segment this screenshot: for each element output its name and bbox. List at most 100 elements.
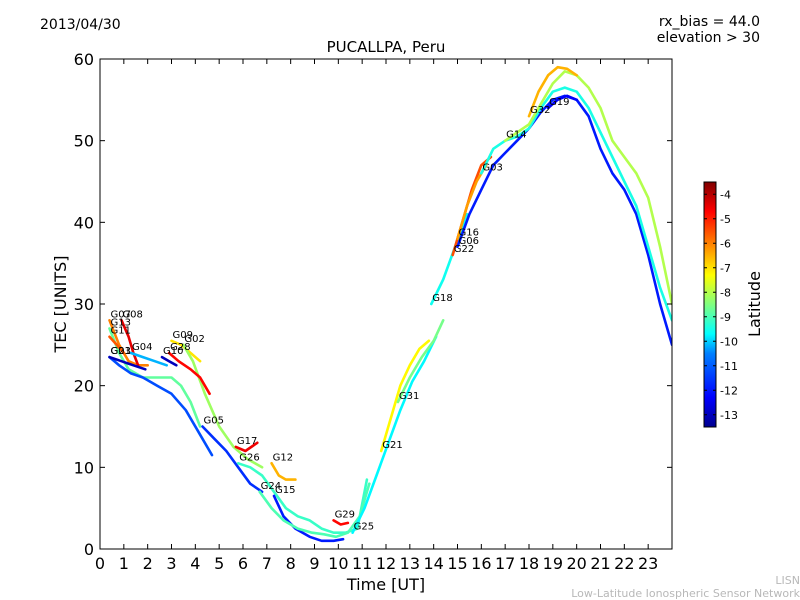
colorbar-label: Latitude [745,271,764,337]
series-label-g28: G28 [170,342,190,353]
rx-bias-label: rx_bias = 44.0 [658,14,760,30]
chart-title: PUCALLPA, Peru [326,38,446,56]
y-tick-label: 40 [74,213,94,232]
x-tick-label: 11 [352,554,372,573]
colorbar-tick-label: -13 [720,409,738,422]
x-tick-label: 8 [286,554,296,573]
x-tick-label: 18 [519,554,539,573]
series-line-g24 [258,482,371,539]
series-line-g13 [108,327,202,428]
x-tick-label: 7 [262,554,272,573]
x-axis-label: Time [UT] [346,575,425,594]
x-tick-label: 4 [190,554,200,573]
x-tick-label: 15 [447,554,467,573]
y-tick-label: 50 [74,132,94,151]
series-line-g28 [167,351,211,396]
x-tick-label: 0 [95,554,105,573]
series-line-g07 [108,318,149,367]
series-line-g04 [129,351,168,367]
colorbar-tick-label: -7 [720,262,731,275]
series-line-g21 [379,339,431,453]
x-tick-label: 6 [238,554,248,573]
y-tick-label: 10 [74,458,94,477]
x-tick-label: 10 [328,554,348,573]
series-label-g07: G07 [111,309,131,320]
series-label-g22: G22 [454,244,474,255]
series-line-g15 [272,494,345,543]
x-tick-label: 14 [423,554,443,573]
series-line-g19 [546,94,579,110]
series-label-g26: G26 [239,452,259,463]
colorbar-tick-label: -4 [720,188,731,201]
x-tick-label: 23 [638,554,658,573]
y-tick-label: 60 [74,50,94,69]
colorbar-tick-label: -11 [720,360,738,373]
series-label-g10: G10 [163,346,183,357]
elevation-label: elevation > 30 [656,30,760,46]
x-tick-label: 19 [543,554,563,573]
series-label-g04: G04 [132,342,152,353]
series-label-g05: G05 [203,416,223,427]
x-tick-label: 5 [214,554,224,573]
series-label-g19: G19 [549,97,569,108]
series-line-g08 [120,318,140,367]
colorbar-tick-label: -8 [720,286,731,299]
series-label-g17: G17 [237,436,257,447]
series-line-g29 [332,519,350,526]
series-label-g29: G29 [335,509,355,520]
x-tick-label: 16 [471,554,491,573]
series-label-g08: G08 [122,309,142,320]
watermark: LISN Low-Latitude Ionospheric Sensor Net… [571,574,800,600]
series-layer [108,65,672,543]
x-tick-label: 17 [495,554,515,573]
series-label-g12: G12 [273,452,293,463]
plot-frame [99,58,673,550]
colorbar-tick-label: -10 [720,335,738,348]
y-tick-label: 0 [84,540,94,559]
series-line-g12 [270,461,297,481]
series-label-g02: G02 [184,334,204,345]
y-axis-ticks: 0 10 20 30 40 50 60 [74,50,672,559]
series-line-g23 [108,355,214,457]
y-tick-label: 30 [74,295,94,314]
series-line-g25 [351,335,438,535]
series-line-g02 [182,343,264,469]
x-tick-label: 12 [376,554,396,573]
series-line-g05 [201,425,264,494]
watermark-line1: LISN [775,574,800,587]
plot-metadata: rx_bias = 44.0 elevation > 30 [657,14,760,46]
series-line-g10 [160,355,178,367]
series-label-g11: G11 [111,326,131,337]
plot-date: 2013/04/30 [40,17,121,33]
colorbar-tick-label: -5 [720,213,731,226]
series-label-g01: G01 [111,346,131,357]
series-line-g11 [108,335,126,355]
series-label-g18: G18 [432,293,452,304]
watermark-line2: Low-Latitude Ionospheric Sensor Network [571,587,800,600]
x-tick-label: 13 [400,554,420,573]
series-label-g09: G09 [173,330,193,341]
series-line-g03 [479,86,672,322]
series-label-g23: G23 [111,346,131,357]
x-tick-label: 22 [614,554,634,573]
series-line-g31 [396,318,445,404]
colorbar-tick-label: -12 [720,384,738,397]
colorbar-tick-label: -6 [720,237,731,250]
x-tick-label: 20 [566,554,586,573]
series-label-g32: G32 [530,105,550,116]
series-label-g06: G06 [459,236,479,247]
series-label-g25: G25 [354,522,374,533]
x-tick-label: 2 [143,554,153,573]
series-label-g15: G15 [275,485,295,496]
series-label-g31: G31 [399,391,419,402]
series-label-g03: G03 [482,162,502,173]
series-line-g32 [527,65,579,118]
series-label-g16: G16 [459,228,479,239]
series-line-g17 [234,441,259,453]
x-tick-label: 21 [590,554,610,573]
x-axis-ticks: 0 1 2 3 4 5 6 7 8 9 10 11 12 13 14 15 16 17 18 19 20 21 22 23 [95,59,658,573]
colorbar-ticks: -4 -5 -6 -7 -8 -9 -10 -11 -12 -13 [704,188,738,422]
y-axis-label: TEC [UNITS] [51,256,70,354]
